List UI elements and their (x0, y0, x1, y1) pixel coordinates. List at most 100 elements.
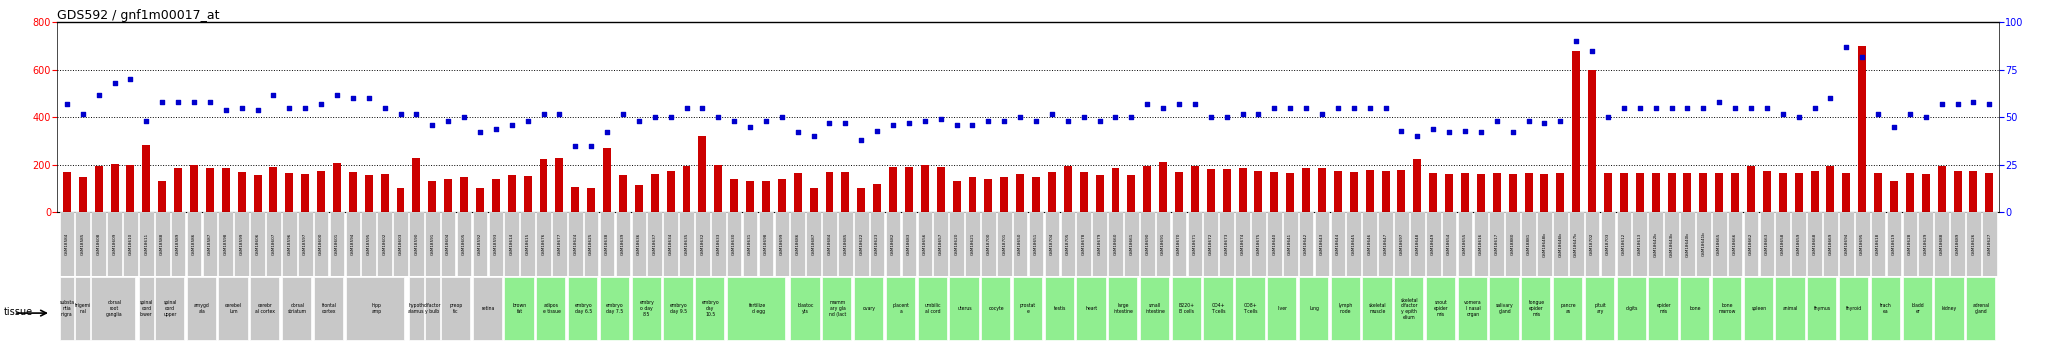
Point (1624, 105, 1657, 110)
Text: GSM18618: GSM18618 (1876, 233, 1880, 255)
Point (590, 130, 623, 135)
Text: embryo
day 6.5: embryo day 6.5 (573, 303, 592, 314)
Bar (600, 213, 614, 276)
Bar (266, 213, 281, 276)
Bar (1810, 171, 1819, 212)
Text: GSM18697: GSM18697 (1399, 233, 1403, 255)
Text: oocyte: oocyte (989, 306, 1004, 311)
Text: GSM18651: GSM18651 (1034, 233, 1038, 255)
Bar (1552, 213, 1567, 276)
Bar (186, 213, 201, 276)
Bar (821, 277, 852, 340)
Point (1798, 105, 1831, 110)
Point (145, 99, 178, 105)
Bar (250, 213, 264, 276)
Text: GSM18640: GSM18640 (1272, 233, 1276, 255)
Bar (1219, 213, 1235, 276)
Point (909, 118, 942, 124)
Text: GSM18661: GSM18661 (1128, 233, 1133, 255)
Bar (922, 165, 930, 212)
Point (1751, 105, 1784, 110)
Bar (1780, 173, 1786, 212)
Bar (346, 213, 360, 276)
Text: B220+
B cells: B220+ B cells (1180, 303, 1194, 314)
Bar (123, 213, 137, 276)
Point (543, 111, 575, 116)
Text: GSM18638: GSM18638 (604, 233, 608, 255)
Bar (1776, 277, 1804, 340)
Point (1878, 124, 1911, 129)
Bar (858, 188, 864, 212)
Bar (440, 277, 471, 340)
Bar (842, 172, 850, 212)
Bar (461, 177, 469, 212)
Bar (1827, 166, 1835, 212)
Text: kidney: kidney (1942, 306, 1958, 311)
Bar (1493, 173, 1501, 212)
Text: GSM18612: GSM18612 (1622, 233, 1626, 255)
Text: GSM18648: GSM18648 (1415, 233, 1419, 255)
Bar (1679, 277, 1710, 340)
Bar (1171, 277, 1200, 340)
Bar (680, 213, 694, 276)
Text: GSM18616: GSM18616 (1479, 233, 1483, 255)
Bar (1522, 213, 1536, 276)
Text: GSM18587: GSM18587 (207, 233, 211, 255)
Bar (1806, 277, 1837, 340)
Bar (999, 177, 1008, 212)
Text: GSM18590: GSM18590 (414, 233, 418, 255)
Text: CD8+
T cells: CD8+ T cells (1243, 303, 1257, 314)
Bar (539, 159, 547, 212)
Bar (795, 173, 801, 212)
Text: GSM18632: GSM18632 (700, 233, 705, 255)
Text: GSM18655: GSM18655 (1462, 233, 1466, 255)
Bar (1255, 171, 1262, 212)
Text: skeletal
muscle: skeletal muscle (1368, 303, 1386, 314)
Bar (1855, 213, 1870, 276)
Bar (393, 213, 408, 276)
Bar (313, 277, 342, 340)
Bar (1409, 213, 1425, 276)
Text: GSM18606: GSM18606 (256, 233, 260, 255)
Text: GSM18647b: GSM18647b (1575, 231, 1579, 257)
Point (639, 115, 672, 120)
Text: substa
ntia
nigra: substa ntia nigra (59, 300, 74, 317)
Text: placent
a: placent a (893, 303, 909, 314)
Text: lymph
node: lymph node (1339, 303, 1354, 314)
Point (1257, 105, 1290, 110)
Bar (1346, 213, 1362, 276)
Bar (682, 166, 690, 212)
Bar (1489, 213, 1503, 276)
Bar (1966, 213, 1980, 276)
Bar (285, 173, 293, 212)
Text: spleen: spleen (1751, 306, 1767, 311)
Text: GSM18687: GSM18687 (811, 233, 815, 255)
Point (1464, 130, 1497, 135)
Text: GSM18684: GSM18684 (827, 233, 831, 255)
Text: salivary
gland: salivary gland (1495, 303, 1513, 314)
Text: pancre
as: pancre as (1561, 303, 1577, 314)
Bar (428, 181, 436, 212)
Point (1845, 54, 1878, 59)
Point (369, 105, 401, 110)
Bar (727, 277, 784, 340)
Bar (1092, 213, 1106, 276)
Text: GSM18650: GSM18650 (1018, 233, 1022, 255)
Bar (1268, 213, 1282, 276)
Bar (1141, 277, 1169, 340)
Bar (1460, 173, 1468, 212)
Text: GSM18602: GSM18602 (383, 233, 387, 255)
Text: lung: lung (1309, 306, 1319, 311)
Point (987, 118, 1020, 124)
Text: GSM18584: GSM18584 (66, 233, 70, 255)
Bar (1188, 213, 1202, 276)
Bar (283, 277, 311, 340)
Bar (1413, 159, 1421, 212)
Bar (127, 165, 135, 212)
Bar (1014, 213, 1028, 276)
Bar (635, 185, 643, 212)
Bar (1573, 51, 1581, 212)
Bar (1649, 213, 1663, 276)
Bar (92, 213, 106, 276)
Text: GSM18670: GSM18670 (1178, 233, 1182, 255)
